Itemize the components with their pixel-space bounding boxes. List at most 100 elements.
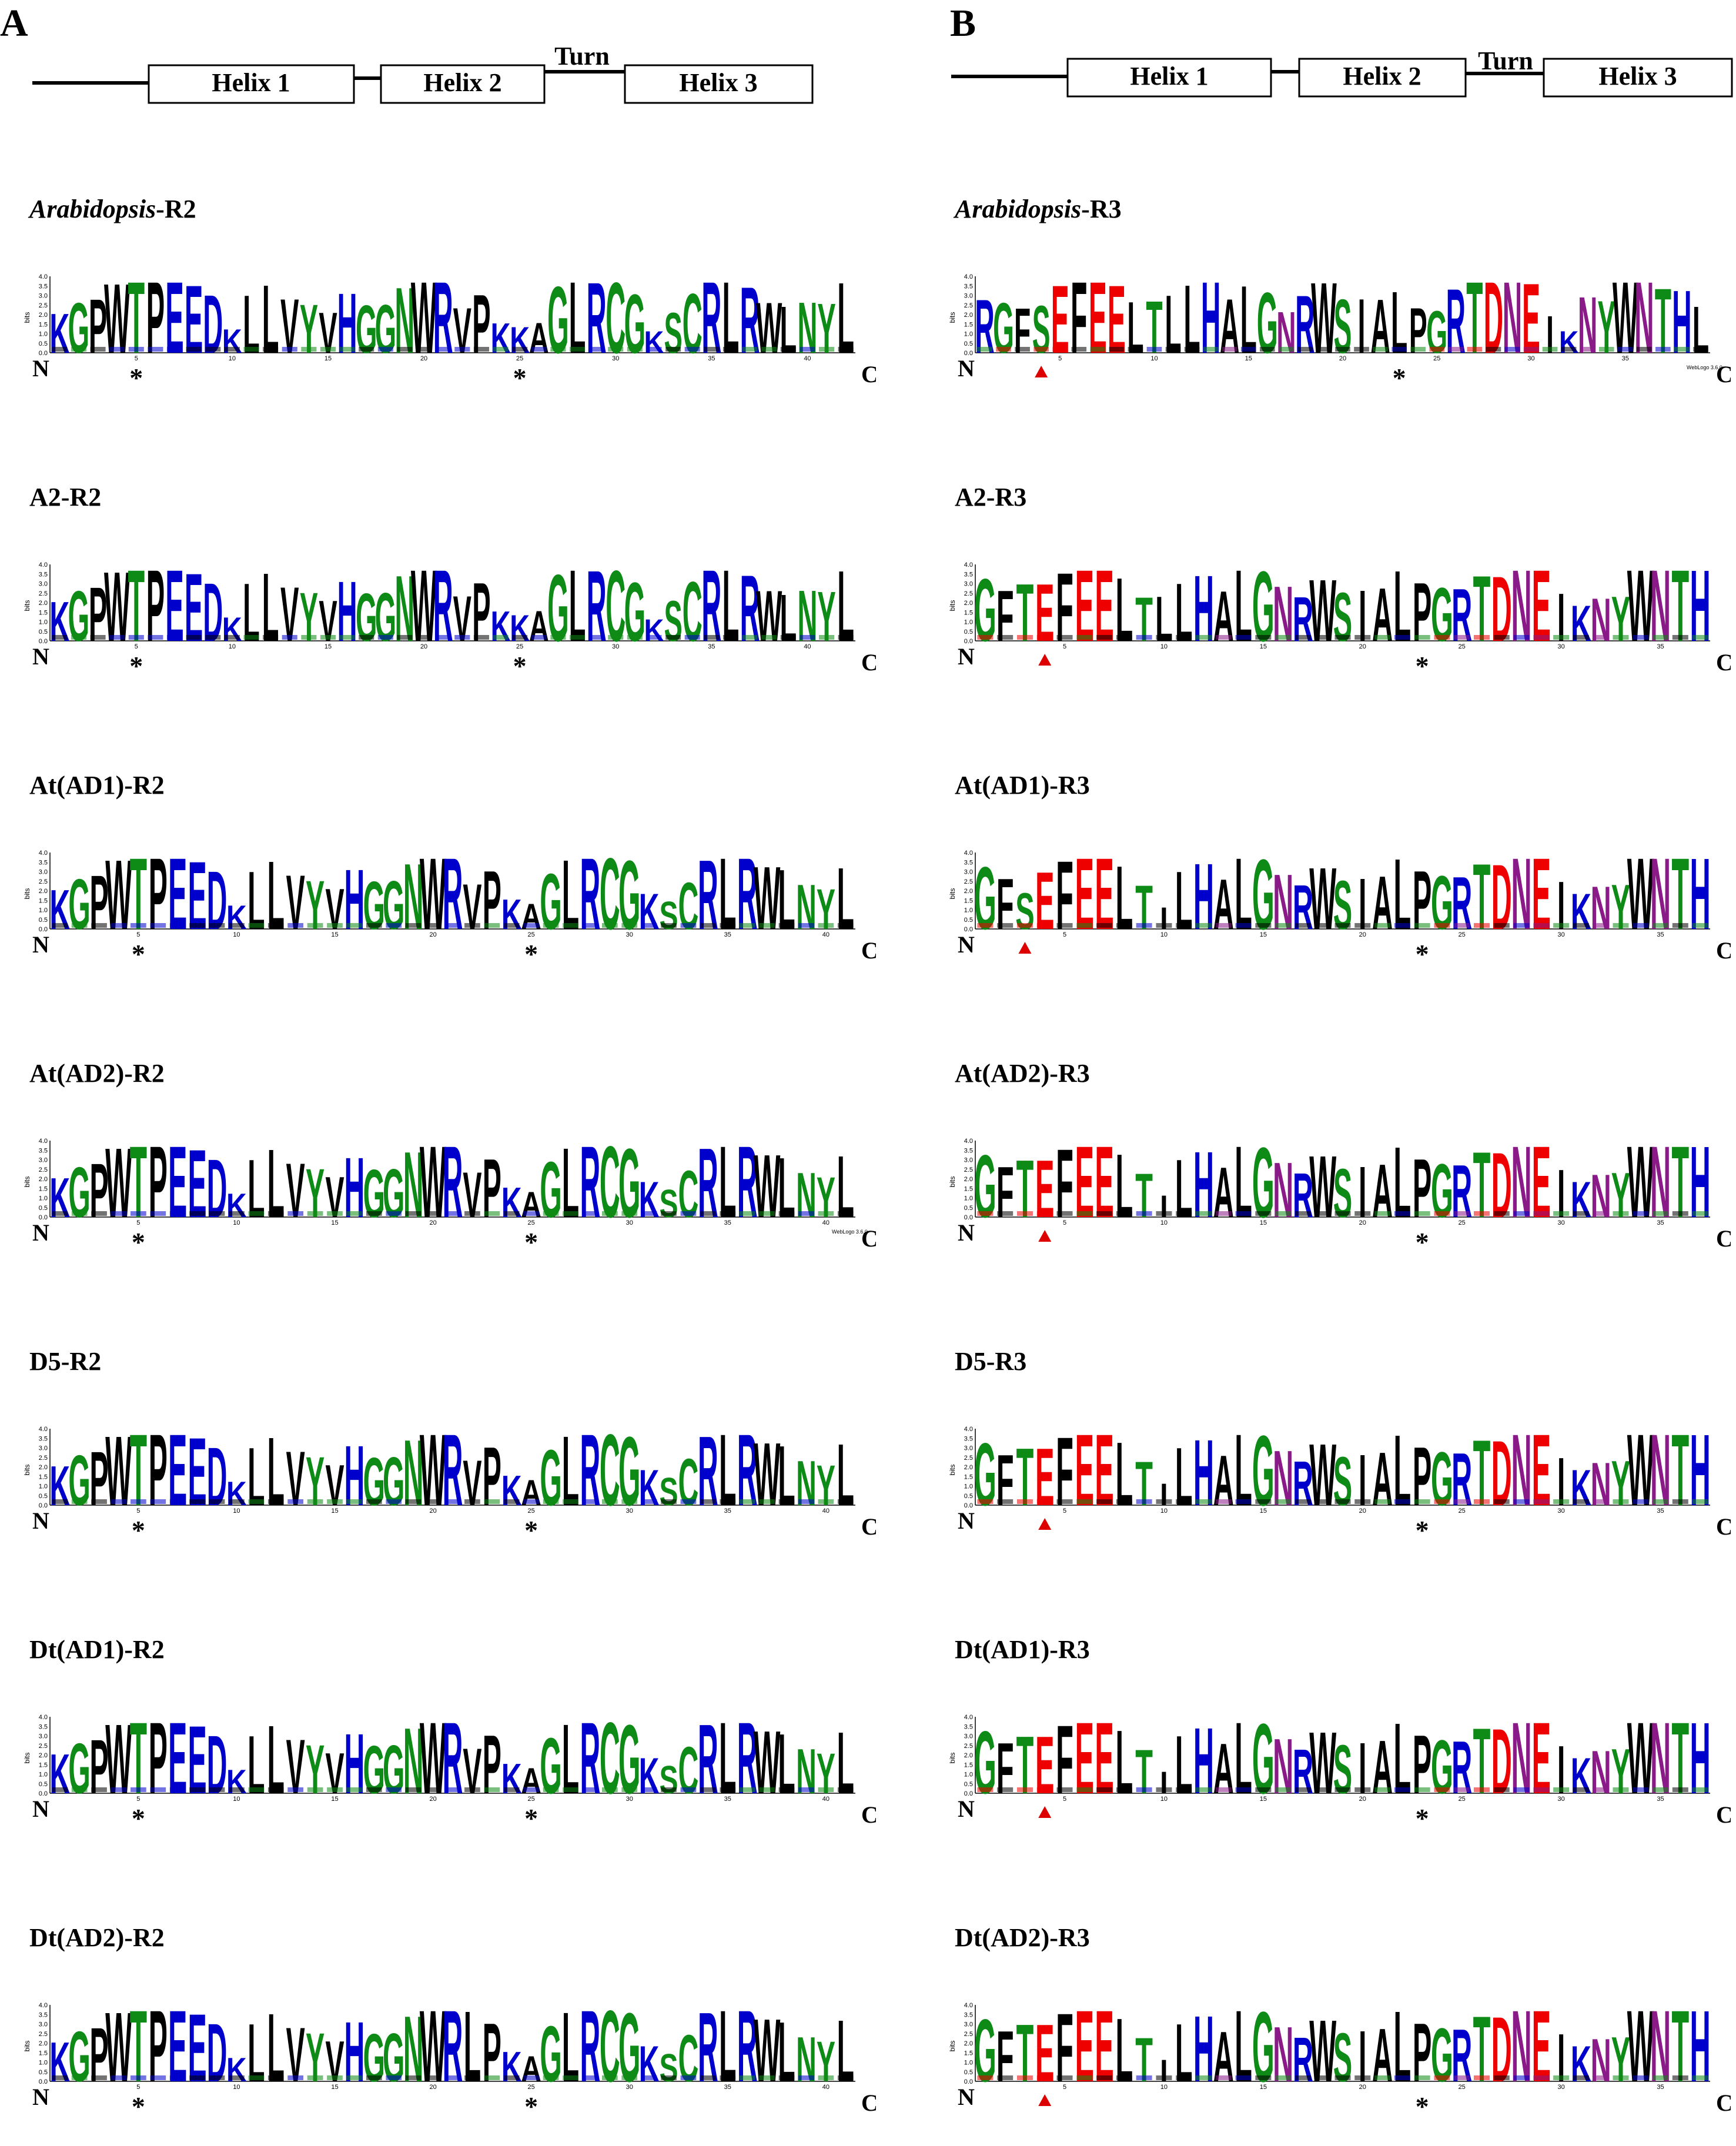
logo-residue: N (796, 1448, 817, 1519)
logo-residue: W (1309, 1425, 1336, 1524)
x-tick-label: 20 (429, 1796, 436, 1803)
y-tick-label: 4.0 (39, 561, 48, 569)
x-tick-label: 20 (420, 355, 427, 362)
logo-residue: N (403, 1996, 424, 2101)
logo-residue: N (1591, 875, 1611, 942)
minor-residue-stack (52, 635, 68, 640)
minor-residue-stack (287, 1211, 304, 1216)
minor-residue-stack (627, 347, 643, 352)
logo-residue: N (797, 575, 817, 657)
minor-residue-stack (838, 635, 854, 640)
conserved-tryptophan-star: * (1416, 2091, 1429, 2121)
logo-residue: N (1511, 841, 1531, 951)
logo-residue: N (1650, 1993, 1671, 2103)
minor-residue-stack (209, 2075, 225, 2080)
y-tick-label: 0.5 (39, 1781, 48, 1788)
x-tick-label: 10 (233, 931, 240, 938)
logo-residue: K (491, 603, 511, 650)
logo-residue: R (443, 841, 463, 951)
y-tick-label: 1.5 (39, 2050, 48, 2057)
x-tick-label: 10 (233, 1219, 240, 1226)
minor-residue-stack (1156, 635, 1172, 640)
y-tick-label: 2.0 (39, 312, 48, 319)
logo-residue: T (1016, 1432, 1034, 1523)
x-tick-label: 20 (429, 1507, 436, 1515)
minor-residue-stack (1593, 1787, 1609, 1792)
y-tick-label: 2.5 (964, 1743, 973, 1750)
minor-residue-stack (1255, 1787, 1272, 1792)
minor-residue-stack (339, 635, 355, 640)
minor-residue-stack (186, 635, 202, 640)
minor-residue-stack (977, 1499, 994, 1504)
logo-residue: F (1056, 1993, 1073, 2102)
minor-residue-stack (267, 923, 284, 928)
logo-residue: L (837, 1713, 854, 1812)
logo-residue: L (837, 849, 854, 948)
minor-residue-stack (346, 1787, 363, 1792)
logo-residue: V (319, 301, 337, 366)
minor-residue-stack (1504, 347, 1520, 352)
logo-residue: R (1293, 871, 1313, 942)
logo-residue: W (1627, 1705, 1654, 1815)
logo-residue: K (49, 2031, 70, 2094)
minor-residue-stack (386, 923, 402, 928)
logo-residue: T (1473, 1420, 1491, 1525)
y-tick-label: 0.0 (964, 1214, 973, 1221)
logo-residue: C (606, 265, 626, 375)
logo-residue: E (1532, 1993, 1551, 2103)
minor-residue-stack (1553, 923, 1570, 928)
logo-residue: Y (306, 867, 325, 944)
minor-residue-stack (1196, 1787, 1212, 1792)
minor-residue-stack (425, 923, 441, 928)
minor-residue-stack (1513, 1787, 1530, 1792)
minor-residue-stack (52, 1787, 68, 1792)
logo-residue: G (1252, 1705, 1275, 1815)
conserved-tryptophan-star: * (132, 2091, 145, 2121)
minor-residue-stack (608, 347, 624, 352)
logo-residue: Y (300, 290, 318, 367)
y-tick-label: 3.5 (964, 571, 973, 578)
y-tick-label: 1.5 (39, 1761, 48, 1769)
minor-residue-stack (263, 347, 279, 352)
logo-residue: R (1293, 1448, 1313, 1519)
y-tick-label: 2.5 (39, 878, 48, 885)
logo-residue: N (1276, 299, 1296, 366)
logo-residue: G (618, 1994, 640, 2103)
minor-residue-stack (1374, 923, 1391, 928)
logo-residue: T (1671, 1993, 1689, 2103)
logo-residue: A (529, 602, 549, 650)
substitution-triangle-icon (1038, 1806, 1052, 1818)
substitution-triangle-icon (1038, 2094, 1052, 2106)
logo-residue: V (319, 589, 337, 654)
minor-residue-stack (1354, 1211, 1371, 1216)
conserved-tryptophan-star: * (132, 939, 145, 969)
conserved-tryptophan-star: * (1416, 1227, 1429, 1257)
conserved-tryptophan-star: * (132, 1227, 145, 1257)
x-tick-label: 40 (804, 355, 811, 362)
logo-residue: R (580, 1993, 601, 2103)
minor-residue-stack (1076, 923, 1093, 928)
minor-residue-stack (1116, 1499, 1132, 1504)
minor-residue-stack (1613, 1211, 1629, 1216)
logo-residue: N (1273, 1435, 1293, 1522)
x-tick-label: 25 (1459, 931, 1466, 938)
logo-residue: F (1056, 553, 1073, 661)
y-tick-label: 1.0 (964, 331, 973, 338)
minor-residue-stack (224, 347, 240, 352)
minor-residue-stack (52, 923, 68, 928)
minor-residue-stack (742, 635, 758, 640)
logo-residue: T (1671, 1705, 1689, 1815)
logo-residue: C (683, 276, 703, 371)
y-tick-label: 2.5 (39, 2031, 48, 2038)
logo-residue: V (325, 877, 344, 941)
x-tick-label: 10 (1160, 1219, 1168, 1226)
y-axis-label: bits (24, 1753, 31, 1764)
minor-residue-stack (1176, 1787, 1192, 1792)
minor-residue-stack (1036, 1499, 1053, 1504)
y-tick-label: 0.5 (39, 917, 48, 924)
logo-residue: A (521, 896, 541, 937)
logo-residue: E (1075, 841, 1094, 951)
minor-residue-stack (977, 1787, 994, 1792)
logo-residue: N (1650, 553, 1671, 663)
